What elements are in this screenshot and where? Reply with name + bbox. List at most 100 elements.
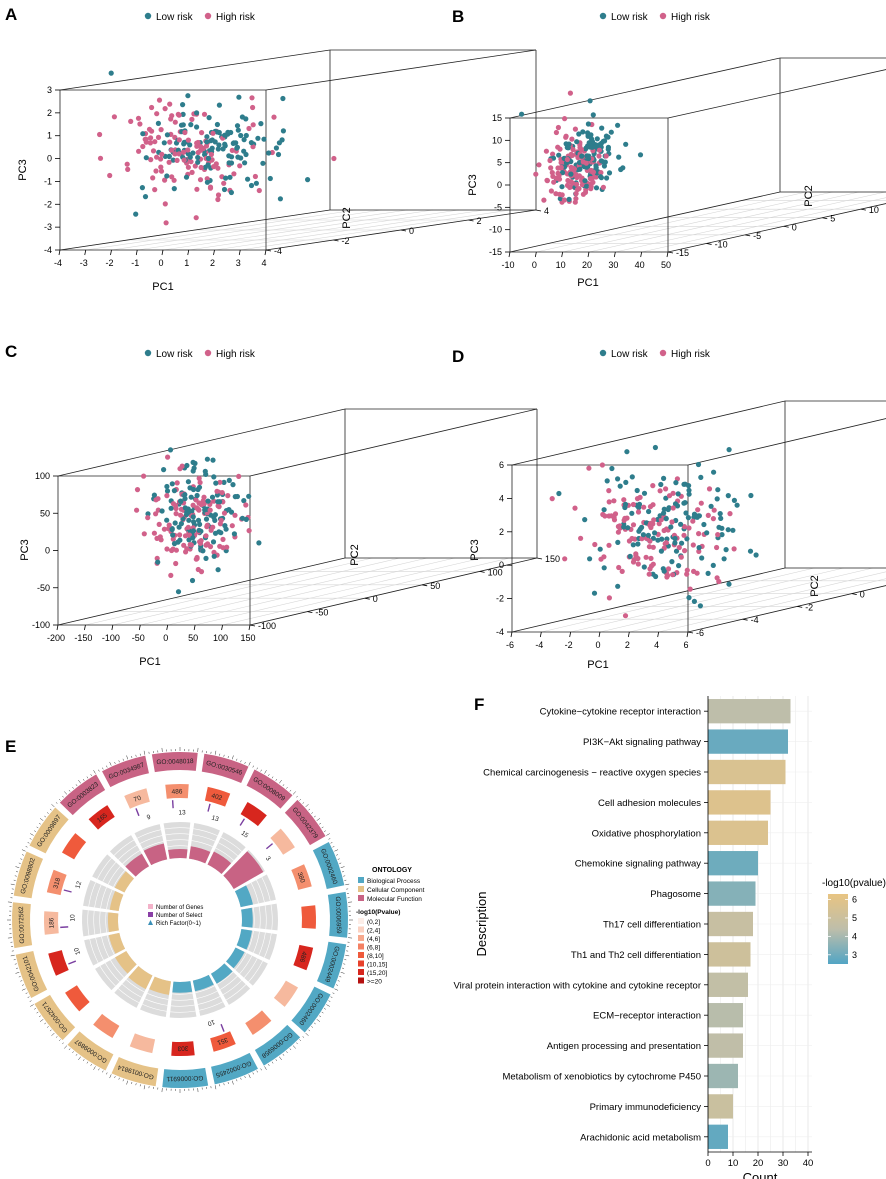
select-mark [207,803,211,812]
bar [708,1063,738,1089]
x-tick-label: 3 [236,258,241,268]
data-point-high-risk [574,181,580,187]
x-tick-label: 40 [803,1158,814,1169]
legend-marker-low-risk [144,12,152,20]
legend-label: Low risk [156,12,194,23]
data-point-low-risk [615,583,621,589]
scale-tick [36,1011,39,1014]
pvalue-label: (4,6] [367,936,380,943]
data-point-high-risk [558,164,564,170]
data-point-high-risk [182,533,189,539]
rich-factor-grid [234,952,247,970]
pca-panel-B: B Low risk High risk-10 0 10 20 30 40 50PC1-15-1… [452,7,886,289]
data-point-low-risk [170,532,176,538]
data-point-low-risk [161,467,167,473]
data-point-high-risk [543,148,550,154]
select-mark [239,818,246,826]
data-point-low-risk [243,116,249,122]
scale-tick [326,833,330,836]
data-point-low-risk [559,184,565,190]
data-point-high-risk [192,163,198,169]
gene-count-bar [293,944,314,971]
legend-marker-low-risk [144,349,152,357]
rich-factor-grid [171,998,194,1001]
x-tick-label: 0 [532,260,537,270]
box-edge [509,191,781,253]
go-term-label: GO:0006911 [166,1074,203,1082]
rich-factor-bar [149,976,172,995]
legend-marker-high-risk [204,12,212,20]
data-point-low-risk [584,164,590,170]
scale-tick [236,758,238,761]
data-point-low-risk [210,457,216,463]
scale-tick [39,818,44,821]
data-point-high-risk [169,147,175,153]
data-point-high-risk [125,166,131,172]
go-term-segment [151,752,198,773]
data-point-high-risk [208,151,214,158]
x-tick-label: -3 [80,258,88,268]
category-label: Cytokine−cytokine receptor interaction [540,707,701,718]
x-tick [657,631,660,638]
go-term-segment [254,1024,301,1066]
data-point-high-risk [143,139,149,145]
scale-tick [328,1000,331,1002]
data-point-high-risk [198,538,204,544]
panel-letter: C [5,342,17,361]
ontology-legend-title: ONTOLOGY [372,867,412,874]
data-point-low-risk [253,180,259,186]
z-tick-label: -15 [489,247,502,257]
data-point-low-risk [212,530,219,536]
rich-factor-grid [199,1001,223,1011]
bar [708,1094,733,1119]
data-point-low-risk [556,152,562,158]
box-edge [57,408,346,477]
data-point-high-risk [246,125,252,132]
scale-tick [214,1085,217,1090]
data-point-high-risk [136,148,142,154]
z-tick-label: -10 [489,225,502,235]
data-point-low-risk [178,521,184,527]
data-point-low-risk [233,140,239,146]
data-point-high-risk [246,528,252,534]
data-point-high-risk [151,530,157,536]
category-label: ECM−receptor interaction [593,1011,701,1022]
data-point-low-risk [236,94,242,100]
data-point-high-risk [220,536,226,543]
floor-grid-line [140,557,428,626]
data-point-high-risk [158,127,164,133]
data-point-low-risk [258,121,264,127]
data-point-high-risk [615,523,622,530]
category-label: Th1 and Th2 cell differentiation [571,950,701,961]
y-tick [265,249,272,252]
data-point-low-risk [588,132,594,138]
data-point-high-risk [173,505,179,512]
scale-tick [321,826,324,829]
pvalue-label: (0,2] [367,919,380,926]
category-label: Chemokine signaling pathway [575,859,701,870]
data-point-low-risk [260,160,266,166]
data-point-low-risk [266,150,272,156]
data-point-low-risk [675,491,681,497]
data-point-high-risk [229,523,235,529]
data-point-high-risk [569,136,575,142]
scale-tick [345,883,350,886]
data-point-low-risk [588,136,595,142]
data-point-low-risk [583,146,589,152]
floor-grid-line [570,567,844,633]
data-point-low-risk [574,139,580,145]
data-point-high-risk [200,145,206,152]
data-point-low-risk [711,469,717,475]
data-point-low-risk [673,548,680,554]
data-point-high-risk [165,454,171,460]
points [97,70,337,226]
scale-tick [299,1039,302,1042]
data-point-low-risk [623,479,629,485]
rich-factor-grid [247,930,254,951]
rich-factor-grid [144,998,168,1006]
data-point-low-risk [602,159,608,165]
data-point-low-risk [658,548,665,554]
scale-tick [34,1008,37,1010]
gene-count-bar [301,905,316,929]
data-point-high-risk [140,143,146,150]
